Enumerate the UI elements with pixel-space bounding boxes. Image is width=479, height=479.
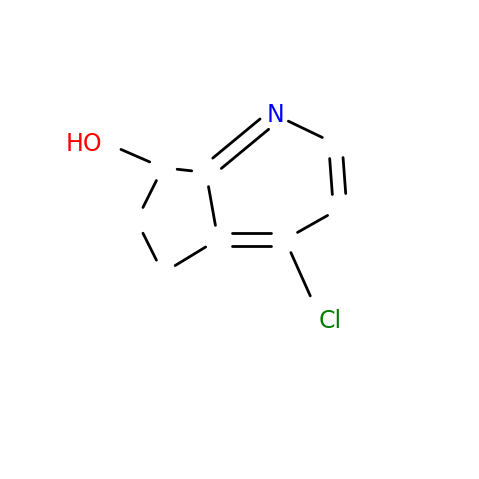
Text: N: N xyxy=(266,103,285,127)
Text: Cl: Cl xyxy=(319,309,342,333)
Text: HO: HO xyxy=(66,132,102,156)
